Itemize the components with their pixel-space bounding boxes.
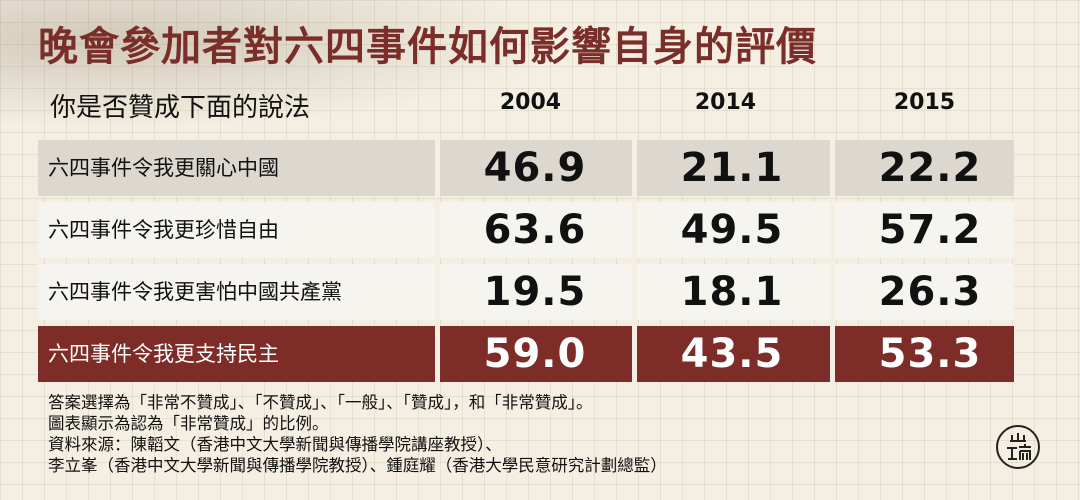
footnote-chart-meaning: 圖表顯示為認為「非常贊成」的比例。	[48, 414, 329, 433]
table-row: 六四事件令我更害怕中國共產黨 19.5 18.1 26.3	[38, 264, 1014, 320]
column-divider	[830, 202, 835, 258]
value-cell: 18.1	[680, 269, 784, 315]
column-divider	[632, 202, 637, 258]
table-row: 六四事件令我更珍惜自由 63.6 49.5 57.2	[38, 202, 1014, 258]
value-cell: 57.2	[878, 207, 982, 253]
value-cell: 63.6	[483, 207, 587, 253]
row-label: 六四事件令我更珍惜自由	[48, 218, 279, 242]
value-cell: 43.5	[680, 331, 784, 377]
row-label: 六四事件令我更關心中國	[48, 156, 279, 180]
value-cell: 49.5	[680, 207, 784, 253]
table-subtitle: 你是否贊成下面的說法	[50, 93, 311, 123]
column-header-2004: 2004	[499, 90, 562, 115]
column-divider	[435, 202, 440, 258]
value-cell: 53.3	[878, 331, 982, 377]
row-label: 六四事件令我更害怕中國共產黨	[48, 280, 342, 304]
column-divider	[435, 326, 440, 382]
column-divider	[830, 140, 835, 196]
column-divider	[830, 326, 835, 382]
footnote-source: 資料來源：陳韜文（香港中文大學新聞與傳播學院講座教授）、	[48, 435, 502, 454]
value-cell: 19.5	[483, 269, 587, 315]
value-cell: 26.3	[878, 269, 982, 315]
value-cell: 22.2	[878, 145, 982, 191]
端-logo-icon	[996, 425, 1040, 469]
column-divider	[435, 140, 440, 196]
column-divider	[830, 264, 835, 320]
column-divider	[632, 140, 637, 196]
column-divider	[435, 264, 440, 320]
value-cell: 21.1	[680, 145, 784, 191]
footnotes: 答案選擇為「非常不贊成」、「不贊成」、「一般」、「贊成」，和「非常贊成」。 圖表…	[48, 392, 948, 476]
chart-title: 晚會參加者對六四事件如何影響自身的評價	[38, 24, 817, 70]
column-header-2014: 2014	[694, 90, 757, 115]
footnote-answer-options: 答案選擇為「非常不贊成」、「不贊成」、「一般」、「贊成」，和「非常贊成」。	[48, 393, 593, 412]
column-divider	[632, 326, 637, 382]
footnote-source-continued: 李立峯（香港中文大學新聞與傳播學院教授）、鍾庭耀（香港大學民意研究計劃總監）	[48, 456, 667, 475]
column-header-2015: 2015	[893, 90, 956, 115]
column-divider	[632, 264, 637, 320]
row-label: 六四事件令我更支持民主	[48, 342, 279, 366]
value-cell: 59.0	[483, 331, 587, 377]
table-row-highlighted: 六四事件令我更支持民主 59.0 43.5 53.3	[38, 326, 1014, 382]
value-cell: 46.9	[483, 145, 587, 191]
table-row: 六四事件令我更關心中國 46.9 21.1 22.2	[38, 140, 1014, 196]
